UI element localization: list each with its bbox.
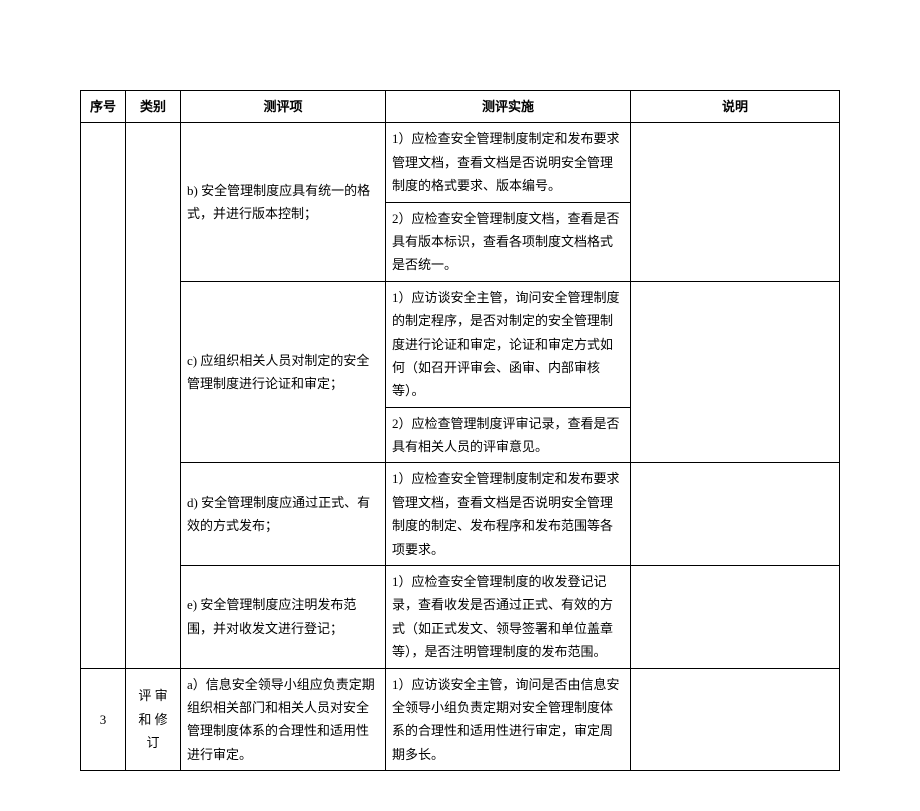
cell-desc <box>631 281 840 463</box>
cell-item: e) 安全管理制度应注明发布范围，并对收发文进行登记； <box>181 566 386 669</box>
cell-item: b) 安全管理制度应具有统一的格式，并进行版本控制； <box>181 123 386 281</box>
cell-desc <box>631 123 840 281</box>
table-row: c) 应组织相关人员对制定的安全管理制度进行论证和审定； 1）应访谈安全主管，询… <box>81 281 840 407</box>
header-item: 测评项 <box>181 91 386 123</box>
cell-impl: 1）应检查安全管理制度的收发登记记录，查看收发是否通过正式、有效的方式（如正式发… <box>386 566 631 669</box>
cell-item: d) 安全管理制度应通过正式、有效的方式发布； <box>181 463 386 566</box>
cell-impl: 1）应访谈安全主管，询问安全管理制度的制定程序，是否对制定的安全管理制度进行论证… <box>386 281 631 407</box>
cell-impl: 1）应访谈安全主管，询问是否由信息安全领导小组负责定期对安全管理制度体系的合理性… <box>386 668 631 771</box>
cell-desc <box>631 463 840 566</box>
header-impl: 测评实施 <box>386 91 631 123</box>
cell-cat: 评 审和 修订 <box>126 668 181 771</box>
table-header-row: 序号 类别 测评项 测评实施 说明 <box>81 91 840 123</box>
table-row: 3 评 审和 修订 a）信息安全领导小组应负责定期组织相关部门和相关人员对安全管… <box>81 668 840 771</box>
cell-item: a）信息安全领导小组应负责定期组织相关部门和相关人员对安全管理制度体系的合理性和… <box>181 668 386 771</box>
cell-impl: 2）应检查安全管理制度文档，查看是否具有版本标识，查看各项制度文档格式是否统一。 <box>386 202 631 281</box>
table-row: d) 安全管理制度应通过正式、有效的方式发布； 1）应检查安全管理制度制定和发布… <box>81 463 840 566</box>
header-desc: 说明 <box>631 91 840 123</box>
evaluation-table: 序号 类别 测评项 测评实施 说明 b) 安全管理制度应具有统一的格式，并进行版… <box>80 90 840 771</box>
cell-seq: 3 <box>81 668 126 771</box>
cell-cat <box>126 123 181 668</box>
header-seq: 序号 <box>81 91 126 123</box>
header-cat: 类别 <box>126 91 181 123</box>
cell-impl: 1）应检查安全管理制度制定和发布要求管理文档，查看文档是否说明安全管理制度的制定… <box>386 463 631 566</box>
table-row: b) 安全管理制度应具有统一的格式，并进行版本控制； 1）应检查安全管理制度制定… <box>81 123 840 202</box>
cell-impl: 2）应检查管理制度评审记录，查看是否具有相关人员的评审意见。 <box>386 407 631 463</box>
cell-desc <box>631 566 840 669</box>
cell-item: c) 应组织相关人员对制定的安全管理制度进行论证和审定； <box>181 281 386 463</box>
cell-seq <box>81 123 126 668</box>
cell-desc <box>631 668 840 771</box>
cell-impl: 1）应检查安全管理制度制定和发布要求管理文档，查看文档是否说明安全管理制度的格式… <box>386 123 631 202</box>
